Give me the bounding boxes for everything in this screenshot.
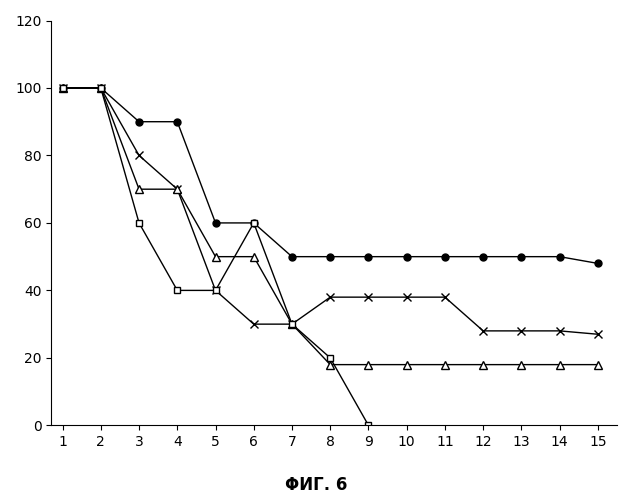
Text: ΦИГ. 6: ΦИГ. 6 (285, 476, 347, 494)
